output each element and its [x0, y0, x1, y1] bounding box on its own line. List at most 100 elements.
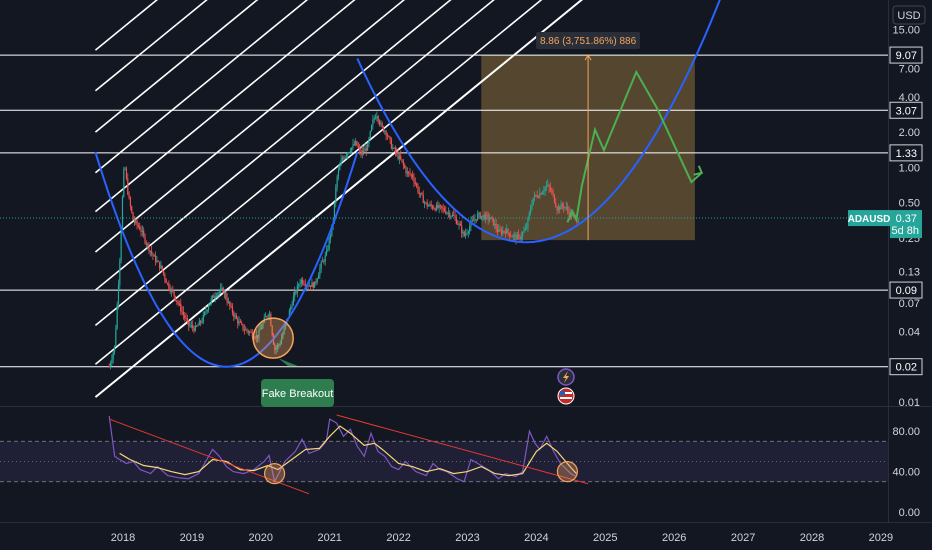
candle-body: [439, 205, 442, 207]
measure-label: 8.86 (3,751.86%) 886: [540, 36, 637, 47]
candle-body: [441, 205, 443, 208]
channel-line[interactable]: [94, 0, 915, 326]
candle-body: [190, 325, 192, 327]
candle-body: [291, 305, 293, 307]
candle-body: [230, 306, 232, 308]
fake-breakout-label-box[interactable]: [261, 379, 334, 407]
time-axis[interactable]: 2018 2019 2020 2021 2022 2023 2024 2025 2026 2027…: [0, 522, 932, 545]
currency-button[interactable]: [892, 5, 926, 25]
candle-body: [235, 315, 238, 319]
candle-body: [233, 312, 235, 317]
candle-body: [567, 207, 569, 211]
candle-body: [348, 152, 350, 154]
candle-body: [215, 295, 218, 297]
candle-body: [482, 215, 484, 217]
price-tick-label: 0.13: [899, 266, 920, 278]
candle-body: [533, 194, 536, 198]
level-tag-box: [889, 358, 923, 376]
candle-body: [561, 204, 563, 207]
candle-body: [192, 325, 194, 328]
candle-body: [363, 150, 365, 152]
candle-body: [168, 283, 170, 289]
symbol-badge[interactable]: [848, 210, 890, 227]
candle-body: [264, 316, 267, 318]
rsi-tick-label: 80.00: [892, 426, 920, 438]
candle-body: [492, 217, 495, 226]
candle-body: [401, 159, 403, 162]
horizontal-levels[interactable]: [0, 54, 888, 368]
candle-body: [518, 234, 520, 236]
candle-body: [355, 141, 357, 145]
candle-body: [437, 204, 439, 208]
rsi-trendline: [109, 418, 310, 495]
candle-body: [459, 223, 461, 226]
candle-body: [173, 291, 175, 297]
fake-breakout-circle[interactable]: [252, 317, 294, 359]
candle-body: [486, 214, 488, 216]
candle-body: [185, 318, 187, 320]
currency-label: USD: [897, 10, 920, 22]
candle-body: [234, 315, 236, 317]
candle-body: [519, 235, 521, 240]
projection-line[interactable]: [566, 69, 703, 223]
measure-annotation[interactable]: 8.86 (3,751.86%) 886: [536, 32, 641, 241]
candle-body: [555, 202, 557, 207]
candle-body: [158, 261, 161, 269]
rsi-axis[interactable]: 80.00 40.00 0.00: [892, 426, 920, 519]
parallel-channel[interactable]: [94, 0, 915, 398]
channel-line[interactable]: [94, 0, 915, 133]
candle-body: [241, 322, 243, 325]
candle-body: [357, 146, 359, 148]
candle-body: [164, 274, 166, 280]
rsi-highlight-circle: [556, 461, 579, 483]
candle-body: [188, 320, 190, 326]
candle-body: [259, 329, 261, 331]
cup-curve-2021-2026[interactable]: [356, 0, 722, 244]
candle-body: [145, 242, 147, 245]
projection-path[interactable]: [566, 69, 704, 223]
candle-body: [390, 139, 393, 149]
candle-body: [270, 313, 272, 326]
candle-body: [255, 335, 257, 338]
candle-body: [227, 301, 230, 303]
channel-line[interactable]: [94, 0, 915, 291]
fake-breakout-callout[interactable]: Fake Breakout: [252, 317, 334, 407]
channel-line[interactable]: [94, 0, 915, 174]
candle-body: [506, 229, 508, 234]
candle-body: [563, 206, 565, 208]
candle-body: [551, 190, 553, 192]
candle-body: [430, 204, 432, 207]
fake-breakout-label: Fake Breakout: [262, 388, 334, 400]
channel-line[interactable]: [94, 0, 915, 365]
candle-body: [207, 305, 210, 311]
time-tick-label: 2019: [180, 532, 204, 544]
candle-body: [568, 210, 570, 215]
event-icons[interactable]: [557, 368, 575, 405]
price-axis[interactable]: USD15.007.004.002.001.000.500.250.130.07…: [892, 5, 926, 409]
candle-body: [536, 195, 538, 198]
candle-body: [483, 215, 485, 220]
cup-curve-2018-2021[interactable]: [94, 151, 359, 368]
price-tick-label: 15.00: [892, 24, 920, 36]
candle-body: [389, 136, 391, 140]
candle-body: [328, 238, 330, 249]
candle-body: [268, 313, 271, 316]
channel-line[interactable]: [94, 0, 915, 213]
candle-body: [152, 253, 154, 256]
candle-body: [394, 147, 397, 153]
candle-body: [368, 138, 370, 144]
candle-body: [283, 327, 285, 334]
candle-body: [174, 296, 177, 301]
candle-body: [300, 279, 302, 284]
candle-body: [288, 310, 291, 318]
candle-body: [340, 160, 342, 166]
us-flag-event-icon[interactable]: [557, 387, 575, 405]
candle-body: [181, 311, 183, 313]
candle-body: [153, 255, 155, 257]
candle-body: [361, 150, 363, 155]
channel-line[interactable]: [94, 0, 915, 398]
cup-curves[interactable]: [94, 0, 722, 368]
candle-body: [115, 328, 117, 346]
channel-line[interactable]: [94, 0, 915, 253]
